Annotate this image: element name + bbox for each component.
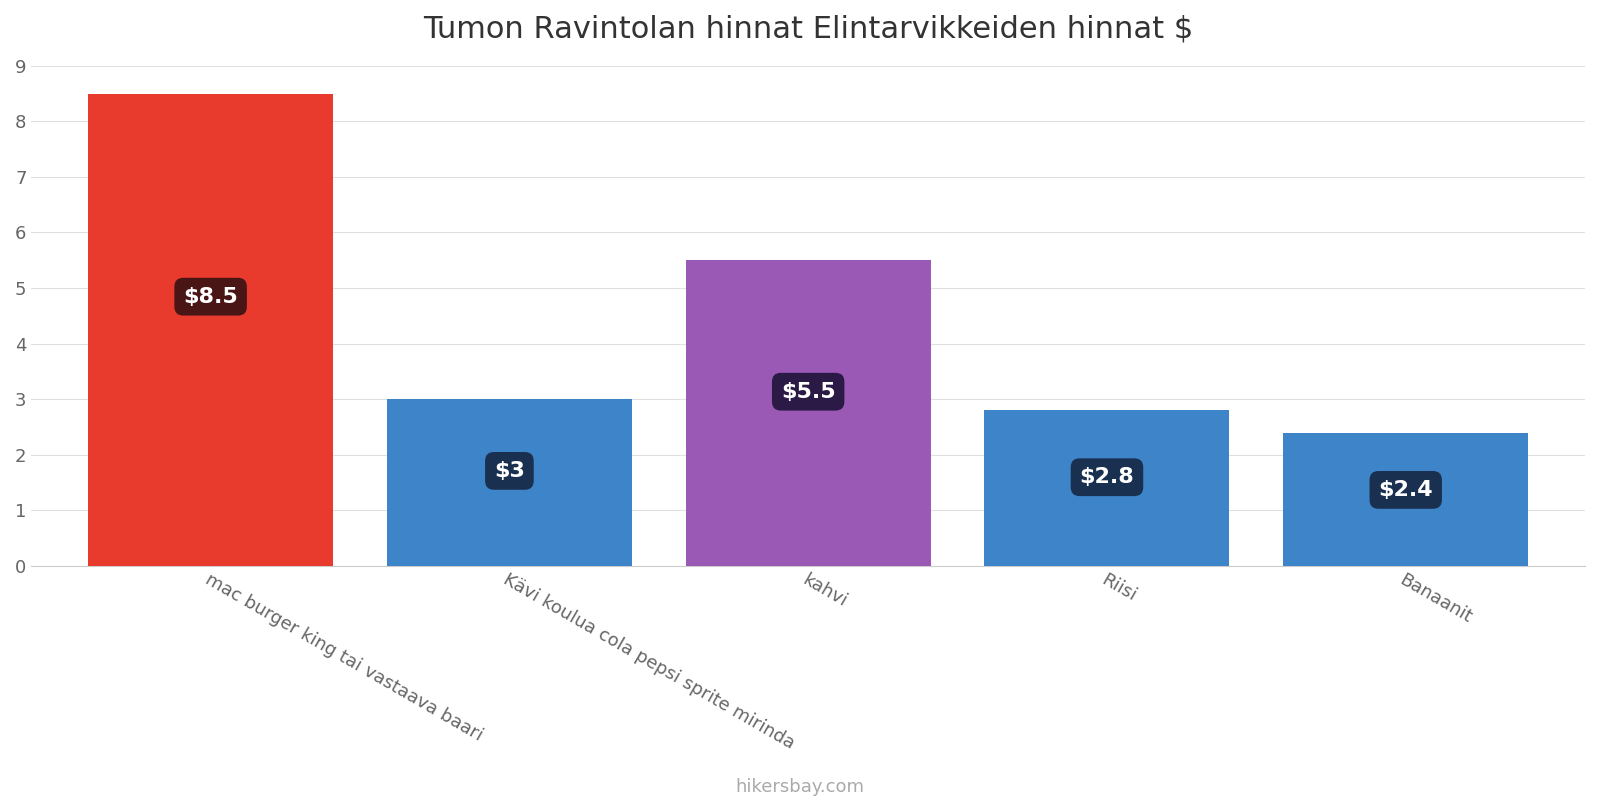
Bar bbox=[984, 410, 1229, 566]
Text: $8.5: $8.5 bbox=[184, 286, 238, 306]
Text: hikersbay.com: hikersbay.com bbox=[736, 778, 864, 796]
Text: $5.5: $5.5 bbox=[781, 382, 835, 402]
Text: $3: $3 bbox=[494, 461, 525, 481]
Bar bbox=[1283, 433, 1528, 566]
Bar bbox=[387, 399, 632, 566]
Bar bbox=[88, 94, 333, 566]
Bar bbox=[686, 260, 931, 566]
Title: Tumon Ravintolan hinnat Elintarvikkeiden hinnat $: Tumon Ravintolan hinnat Elintarvikkeiden… bbox=[422, 15, 1194, 44]
Text: $2.4: $2.4 bbox=[1379, 480, 1434, 500]
Text: $2.8: $2.8 bbox=[1080, 467, 1134, 487]
